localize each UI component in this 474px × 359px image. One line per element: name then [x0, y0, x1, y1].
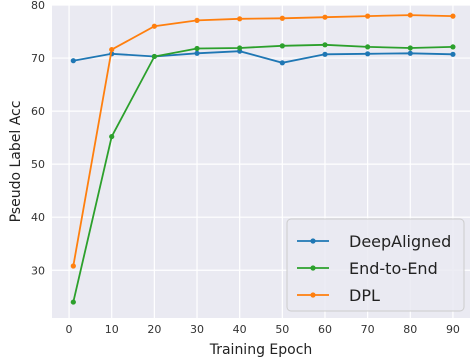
data-point-dpl — [365, 13, 371, 19]
x-axis-label: Training Epoch — [209, 342, 313, 358]
data-point-end-to-end — [450, 44, 456, 50]
data-point-end-to-end — [151, 53, 157, 60]
y-tick-label: 40 — [31, 211, 45, 224]
x-tick-label: 90 — [446, 323, 460, 336]
y-tick-label: 50 — [31, 158, 45, 171]
data-point-deepaligned — [365, 51, 371, 57]
data-point-dpl — [70, 263, 76, 269]
x-tick-label: 40 — [233, 323, 247, 336]
data-point-deepaligned — [407, 50, 413, 56]
y-axis-label: Pseudo Label Acc — [8, 101, 24, 223]
tick-labels: 0 10 20 30 40 50 60 70 80 90 30 40 50 60 70 80 — [31, 0, 460, 336]
data-point-end-to-end — [70, 299, 76, 305]
series-line-end-to-end — [72, 43, 453, 303]
data-point-deepaligned — [450, 51, 456, 57]
series-line-dpl — [72, 14, 453, 267]
x-tick-label: 70 — [361, 323, 375, 336]
y-tick-label: 60 — [31, 105, 45, 118]
y-tick-label: 30 — [31, 264, 45, 277]
data-point-dpl — [407, 12, 413, 18]
series-line-deepaligned — [73, 50, 453, 64]
legend-box — [286, 218, 465, 312]
x-tick-label: 0 — [66, 323, 73, 336]
data-point-deepaligned — [194, 50, 200, 56]
data-point-dpl — [237, 16, 243, 22]
data-point-end-to-end — [365, 44, 371, 50]
data-point-dpl — [279, 15, 285, 21]
data-point-end-to-end — [322, 42, 328, 48]
x-tick-label: 60 — [318, 323, 332, 336]
data-point-dpl — [151, 23, 157, 29]
y-tick-label: 80 — [31, 0, 45, 12]
legend-label: DeepAligned — [349, 232, 451, 251]
data-point-deepaligned — [70, 58, 76, 64]
data-point-deepaligned — [279, 60, 285, 66]
data-point-end-to-end — [237, 45, 243, 51]
data-point-dpl — [194, 17, 200, 23]
legend-marker — [310, 238, 316, 244]
data-point-end-to-end — [109, 133, 115, 140]
data-point-end-to-end — [279, 43, 285, 49]
data-point-deepaligned — [322, 51, 328, 57]
x-tick-label: 30 — [190, 323, 204, 336]
data-point-dpl — [450, 13, 456, 19]
x-tick-label: 50 — [275, 323, 289, 336]
legend-marker — [310, 265, 316, 271]
y-tick-label: 70 — [31, 52, 45, 65]
x-tick-label: 80 — [403, 323, 417, 336]
x-tick-label: 20 — [147, 323, 161, 336]
series-layer — [70, 12, 456, 305]
data-point-dpl — [109, 46, 115, 53]
data-point-dpl — [322, 14, 328, 20]
legend-label: End-to-End — [349, 259, 438, 278]
legend: DeepAligned End-to-End DPL — [286, 218, 465, 312]
data-point-end-to-end — [407, 45, 413, 51]
legend-label: DPL — [349, 286, 380, 305]
legend-marker — [310, 292, 316, 298]
x-tick-label: 10 — [105, 323, 119, 336]
data-point-end-to-end — [194, 45, 200, 52]
